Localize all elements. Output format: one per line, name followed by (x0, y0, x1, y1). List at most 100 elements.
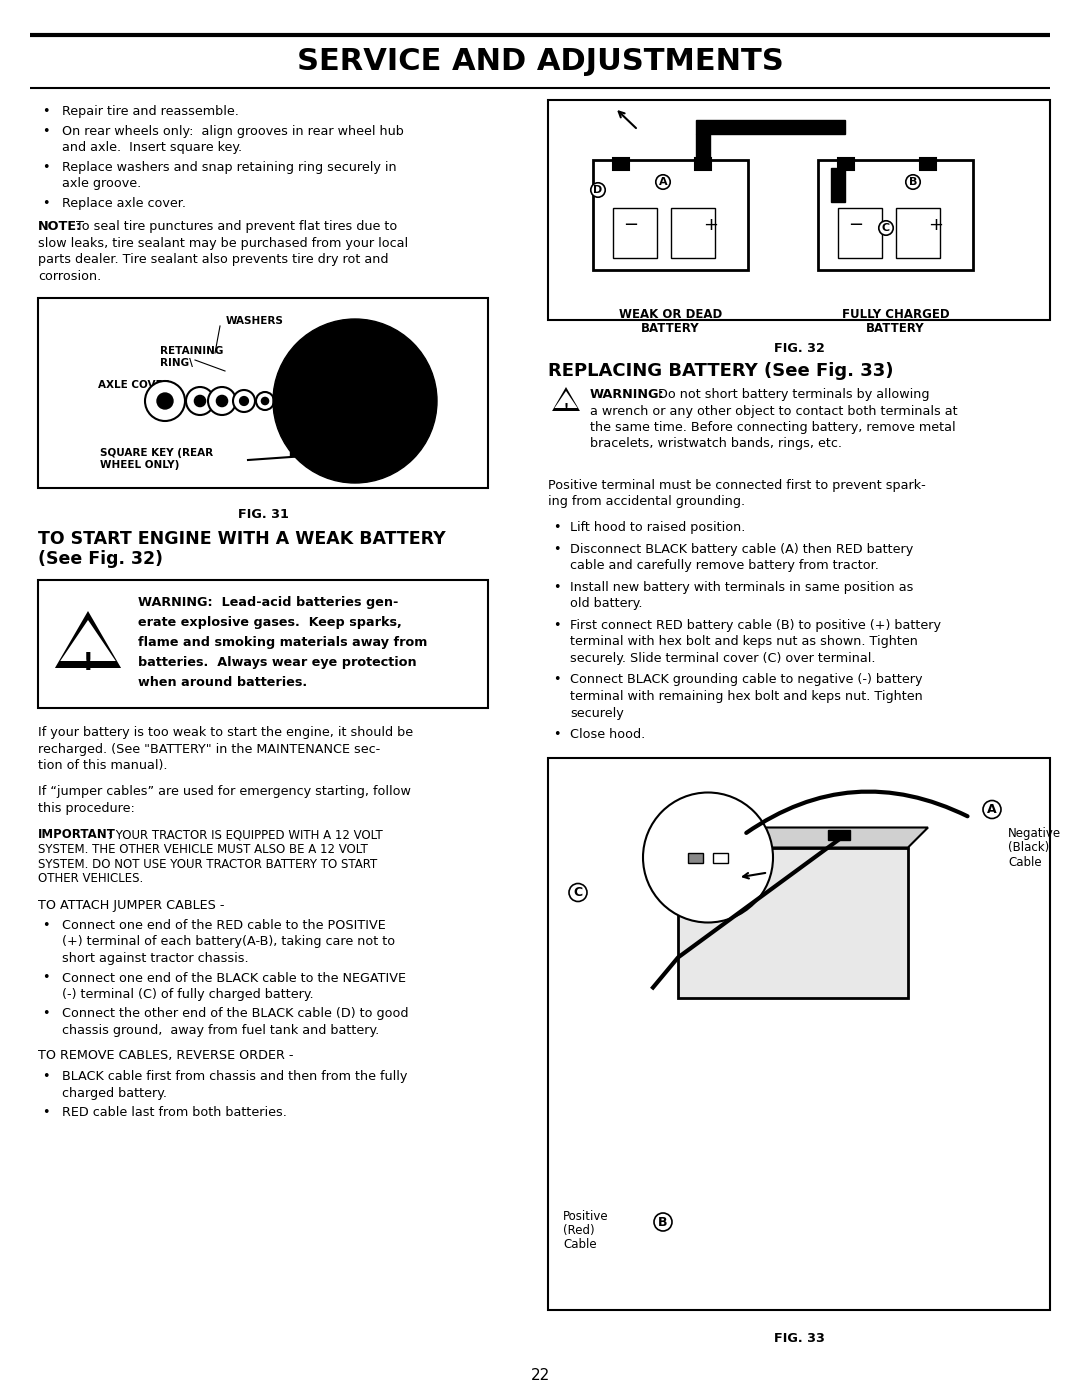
Text: •: • (553, 619, 561, 631)
Text: terminal with hex bolt and keps nut as shown. Tighten: terminal with hex bolt and keps nut as s… (570, 636, 918, 648)
Bar (713, 852, 728, 862)
Text: •: • (42, 197, 50, 210)
Text: : YOUR TRACTOR IS EQUIPPED WITH A 12 VOLT: : YOUR TRACTOR IS EQUIPPED WITH A 12 VOL… (108, 828, 382, 841)
Text: (+) terminal of each battery(A-B), taking care not to: (+) terminal of each battery(A-B), takin… (62, 936, 395, 949)
Text: parts dealer. Tire sealant also prevents tire dry rot and: parts dealer. Tire sealant also prevents… (38, 253, 389, 265)
Circle shape (335, 381, 375, 420)
Text: slow leaks, tire sealant may be purchased from your local: slow leaks, tire sealant may be purchase… (38, 236, 408, 250)
Bar (688, 852, 703, 862)
Text: FULLY CHARGED: FULLY CHARGED (841, 307, 949, 321)
Text: when around batteries.: when around batteries. (138, 676, 307, 689)
Text: ing from accidental grounding.: ing from accidental grounding. (548, 495, 745, 509)
Text: B: B (658, 1215, 667, 1228)
Text: the same time. Before connecting battery, remove metal: the same time. Before connecting battery… (590, 420, 956, 434)
Circle shape (194, 395, 205, 407)
Text: •: • (42, 1070, 50, 1083)
Text: A: A (659, 177, 667, 187)
Text: WASHERS: WASHERS (226, 316, 284, 326)
Text: −: − (623, 217, 638, 235)
Text: flame and smoking materials away from: flame and smoking materials away from (138, 636, 428, 650)
Text: Install new battery with terminals in same position as: Install new battery with terminals in sa… (570, 581, 914, 594)
Text: Disconnect BLACK battery cable (A) then RED battery: Disconnect BLACK battery cable (A) then … (570, 543, 914, 556)
Bar (920, 158, 936, 170)
Text: Cable: Cable (1008, 855, 1041, 869)
Text: Lift hood to raised position.: Lift hood to raised position. (570, 521, 745, 535)
Circle shape (186, 387, 214, 415)
Text: If “jumper cables” are used for emergency starting, follow: If “jumper cables” are used for emergenc… (38, 785, 410, 799)
Text: SQUARE KEY (REAR: SQUARE KEY (REAR (100, 448, 213, 458)
Text: 22: 22 (530, 1368, 550, 1383)
Text: TO START ENGINE WITH A WEAK BATTERY: TO START ENGINE WITH A WEAK BATTERY (38, 529, 446, 548)
Text: Positive: Positive (563, 1210, 609, 1222)
Text: Connect one end of the RED cable to the POSITIVE: Connect one end of the RED cable to the … (62, 919, 386, 932)
Text: •: • (42, 971, 50, 985)
Text: −: − (849, 217, 864, 235)
Text: RING\: RING\ (160, 358, 193, 367)
Text: If your battery is too weak to start the engine, it should be: If your battery is too weak to start the… (38, 726, 414, 739)
Text: +: + (929, 217, 944, 235)
Text: WARNING:  Lead-acid batteries gen-: WARNING: Lead-acid batteries gen- (138, 597, 399, 609)
Circle shape (295, 341, 415, 461)
Text: •: • (553, 521, 561, 535)
Text: charged battery.: charged battery. (62, 1087, 167, 1099)
Text: (See Fig. 32): (See Fig. 32) (38, 550, 163, 569)
Text: cable and carefully remove battery from tractor.: cable and carefully remove battery from … (570, 560, 879, 573)
Bar (838, 158, 854, 170)
Text: BATTERY: BATTERY (866, 321, 924, 335)
Text: Replace washers and snap retaining ring securely in: Replace washers and snap retaining ring … (62, 161, 396, 173)
Text: SYSTEM. DO NOT USE YOUR TRACTOR BATTERY TO START: SYSTEM. DO NOT USE YOUR TRACTOR BATTERY … (38, 858, 377, 870)
Polygon shape (55, 610, 121, 668)
Text: (Black): (Black) (1008, 841, 1050, 855)
Text: recharged. (See "BATTERY" in the MAINTENANCE sec-: recharged. (See "BATTERY" in the MAINTEN… (38, 742, 380, 756)
Text: FIG. 32: FIG. 32 (773, 342, 824, 355)
Text: Connect the other end of the BLACK cable (D) to good: Connect the other end of the BLACK cable… (62, 1007, 408, 1020)
Text: Connect one end of the BLACK cable to the NEGATIVE: Connect one end of the BLACK cable to th… (62, 971, 406, 985)
Text: REPLACING BATTERY (See Fig. 33): REPLACING BATTERY (See Fig. 33) (548, 362, 893, 380)
Bar (671, 208, 715, 258)
Text: FIG. 33: FIG. 33 (773, 1331, 824, 1345)
Text: SYSTEM. THE OTHER VEHICLE MUST ALSO BE A 12 VOLT: SYSTEM. THE OTHER VEHICLE MUST ALSO BE A… (38, 842, 368, 856)
Text: BATTERY: BATTERY (642, 321, 700, 335)
Text: To seal tire punctures and prevent flat tires due to: To seal tire punctures and prevent flat … (76, 219, 397, 233)
Circle shape (350, 395, 360, 407)
Text: securely: securely (570, 707, 624, 719)
Circle shape (256, 393, 274, 409)
Circle shape (299, 345, 411, 457)
Polygon shape (60, 620, 116, 661)
Text: •: • (42, 1106, 50, 1119)
Bar (696, 120, 845, 134)
Bar (831, 168, 845, 203)
Text: BLACK cable first from chassis and then from the fully: BLACK cable first from chassis and then … (62, 1070, 407, 1083)
Text: FIG. 31: FIG. 31 (238, 509, 288, 521)
Text: TO REMOVE CABLES, REVERSE ORDER -: TO REMOVE CABLES, REVERSE ORDER - (38, 1049, 294, 1063)
Bar (838, 208, 882, 258)
Text: WHEEL ONLY): WHEEL ONLY) (100, 460, 179, 469)
Text: IMPORTANT: IMPORTANT (38, 828, 116, 841)
Polygon shape (554, 391, 578, 408)
Text: TO ATTACH JUMPER CABLES -: TO ATTACH JUMPER CABLES - (38, 898, 225, 911)
Text: Replace axle cover.: Replace axle cover. (62, 197, 186, 210)
Polygon shape (552, 387, 580, 411)
Bar (828, 830, 850, 840)
Text: RETAINING: RETAINING (160, 346, 224, 356)
Text: •: • (42, 105, 50, 117)
Text: •: • (553, 673, 561, 686)
Circle shape (208, 387, 237, 415)
Text: securely. Slide terminal cover (C) over terminal.: securely. Slide terminal cover (C) over … (570, 652, 876, 665)
Text: batteries.  Always wear eye protection: batteries. Always wear eye protection (138, 657, 417, 669)
Bar (613, 158, 629, 170)
Text: OTHER VEHICLES.: OTHER VEHICLES. (38, 872, 144, 886)
Circle shape (273, 319, 437, 483)
Text: this procedure:: this procedure: (38, 802, 135, 814)
Text: D: D (593, 184, 603, 196)
Text: !: ! (564, 402, 568, 414)
Circle shape (318, 363, 393, 439)
Circle shape (216, 395, 228, 407)
Bar (678, 848, 908, 997)
Bar (38, 580, 488, 708)
Circle shape (643, 792, 773, 922)
Text: First connect RED battery cable (B) to positive (+) battery: First connect RED battery cable (B) to p… (570, 619, 941, 631)
Text: AXLE COVER: AXLE COVER (98, 380, 171, 390)
Text: B: B (908, 177, 917, 187)
Text: a wrench or any other object to contact both terminals at: a wrench or any other object to contact … (590, 405, 958, 418)
